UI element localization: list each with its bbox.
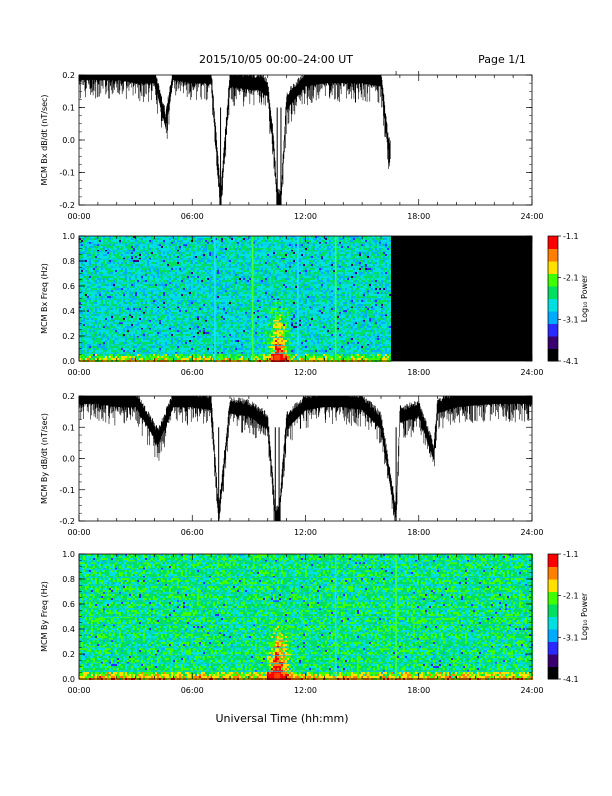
panel2-x-tick-label: 24:00 [520, 368, 543, 377]
panel1-x-tick-label: 00:00 [67, 212, 90, 221]
panel1-y-tick-label: 0.0 [62, 136, 75, 145]
panel4-colorbar-segment [548, 591, 558, 605]
panel2-colorbar-segment [548, 298, 558, 312]
panel1-series-line [78, 75, 391, 205]
page-label: Page 1/1 [478, 53, 526, 66]
panel4-colorbar-segment [548, 616, 558, 630]
panel2-x-tick-label: 18:00 [407, 368, 430, 377]
panel2-colorbar-segment [548, 273, 558, 287]
panel2-colorbar-segment [548, 311, 558, 324]
panel3-x-tick-label: 24:00 [520, 528, 543, 537]
panel4-x-tick-label: 12:00 [294, 686, 317, 695]
panel1-y-tick-label: -0.2 [59, 201, 75, 210]
panel4-colorbar-tick-label: -4.1 [563, 675, 579, 684]
panel4-colorbar-segment [548, 654, 558, 667]
panel1-y-tick-label: -0.1 [59, 169, 75, 178]
panel4-burst-peak [274, 673, 281, 679]
panel2-colorbar-label: Log₁₀ Power [580, 274, 589, 322]
panel4-colorbar-segment [548, 604, 558, 617]
panel4-y-axis-label: MCM By Freq (Hz) [40, 581, 49, 652]
panel1-x-tick-label: 18:00 [407, 212, 430, 221]
panel3-y-axis-label: MCM By dB/dt (nT/sec) [40, 413, 49, 504]
panel3-y-tick-label: 0.2 [62, 392, 75, 401]
panel4-colorbar-segment [548, 566, 558, 580]
panel4-y-tick-label: 0.8 [62, 575, 75, 584]
panel2-colorbar-tick-label: -4.1 [563, 357, 579, 366]
panel2-y-tick-label: 0.0 [62, 357, 75, 366]
panel4-y-tick-label: 0.4 [62, 625, 75, 634]
panel1-x-tick-label: 12:00 [294, 212, 317, 221]
panel4-colorbar-segment [548, 554, 558, 567]
figure-title: 2015/10/05 00:00–24:00 UT [199, 53, 353, 66]
panel1-x-tick-label: 06:00 [181, 212, 204, 221]
panel2-colorbar-segment [548, 261, 558, 274]
panel2-colorbar-segment [548, 348, 558, 362]
panel4-y-tick-label: 1.0 [62, 550, 75, 559]
panel2-y-tick-label: 0.6 [62, 282, 75, 291]
panel2-x-tick-label: 00:00 [67, 368, 90, 377]
panel4-x-tick-label: 06:00 [181, 686, 204, 695]
x-axis-label: Universal Time (hh:mm) [216, 712, 349, 725]
panel3-x-tick-label: 06:00 [181, 528, 204, 537]
panel4-heatmap-cells [79, 626, 533, 680]
panel4-colorbar-tick-label: -3.1 [563, 633, 579, 642]
panel2-heatmap-cells [79, 236, 391, 356]
panel1-y-tick-label: 0.1 [62, 104, 75, 113]
panel2-y-tick-label: 1.0 [62, 232, 75, 241]
panel2-colorbar-segment [548, 336, 558, 349]
panel1-x-tick-label: 24:00 [520, 212, 543, 221]
panel3-y-tick-label: -0.2 [59, 517, 75, 526]
panel2-colorbar-segment [548, 323, 558, 337]
panel2-colorbar-segment [548, 236, 558, 249]
panel1-y-tick-label: 0.2 [62, 71, 75, 80]
panel4-colorbar-segment [548, 666, 558, 680]
panel4-y-tick-label: 0.2 [62, 650, 75, 659]
panel4-colorbar-tick-label: -1.1 [563, 550, 579, 559]
panel2-heatmap-cells [79, 314, 389, 362]
panel4-colorbar-segment [548, 579, 558, 592]
panel2-y-tick-label: 0.8 [62, 257, 75, 266]
panel2-y-axis-label: MCM Bx Freq (Hz) [40, 263, 49, 334]
panel2-colorbar-tick-label: -2.1 [563, 274, 579, 283]
panel3-y-tick-label: -0.1 [59, 486, 75, 495]
panel4-x-tick-label: 18:00 [407, 686, 430, 695]
panel4-y-tick-label: 0.6 [62, 600, 75, 609]
panel4-colorbar-segment [548, 629, 558, 642]
panels-group: 00:00 06:00 12:00 18:00 24:00 0.2 0.1 0.0 -0.1 -0… [40, 71, 589, 695]
panel4-colorbar-tick-label: -2.1 [563, 592, 579, 601]
panel2-y-tick-label: 0.2 [62, 332, 75, 341]
panel3-x-tick-label: 00:00 [67, 528, 90, 537]
panel4-colorbar-segment [548, 641, 558, 655]
panel2-colorbar-tick-label: -3.1 [563, 315, 579, 324]
panel4-colorbar-frame [547, 553, 559, 680]
panel3-series-line [78, 396, 533, 521]
panel3-y-tick-label: 0.1 [62, 423, 75, 432]
panel2-heatmap-cells [259, 340, 289, 362]
panel2-y-tick-label: 0.4 [62, 307, 75, 316]
panel3-x-tick-label: 12:00 [294, 528, 317, 537]
panel3-y-tick-label: 0.0 [62, 455, 75, 464]
panel4-x-tick-label: 24:00 [520, 686, 543, 695]
panel2-burst-peak [274, 355, 281, 361]
panel1-frame [78, 74, 533, 206]
panel4-y-tick-label: 0.0 [62, 675, 75, 684]
panel2-x-tick-label: 12:00 [294, 368, 317, 377]
panel4-colorbar-label: Log₁₀ Power [580, 592, 589, 640]
panel2-colorbar-segment [548, 248, 558, 262]
panel2-colorbar-segment [548, 286, 558, 299]
panel2-colorbar-tick-label: -1.1 [563, 232, 579, 241]
panel4-heatmap-cells [79, 554, 533, 680]
panel1-y-axis-label: MCM Bx dB/dt (nT/sec) [40, 94, 49, 185]
panel2-colorbar-frame [547, 235, 559, 362]
panel4-x-tick-label: 00:00 [67, 686, 90, 695]
panel3-x-tick-label: 18:00 [407, 528, 430, 537]
panel2-x-tick-label: 06:00 [181, 368, 204, 377]
